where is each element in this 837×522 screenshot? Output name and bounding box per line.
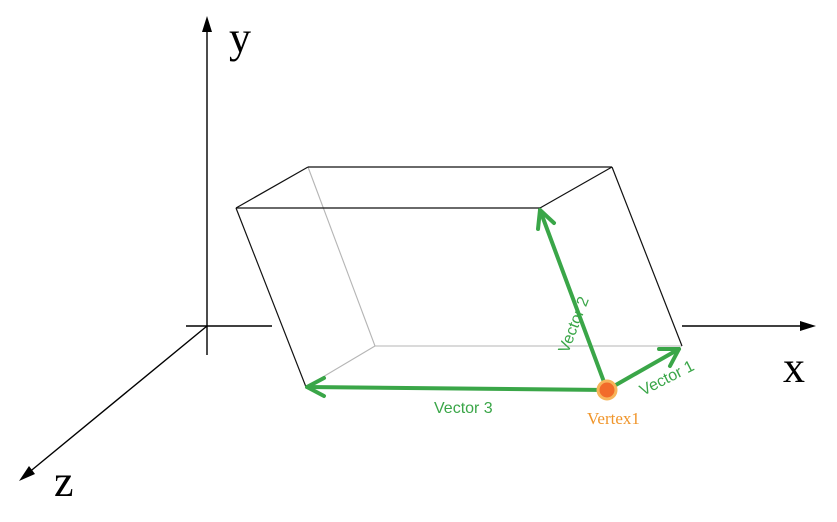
edge-top-right-depth <box>539 166 613 209</box>
vector-2-line <box>538 208 609 392</box>
y-axis-label: y <box>229 13 251 62</box>
edge-top-left-depth <box>235 166 309 209</box>
z-axis-label: z <box>54 457 74 506</box>
z-axis-arrowhead <box>19 466 35 481</box>
parallelepiped-box <box>235 166 683 388</box>
edge-left-front-vertical <box>235 207 307 388</box>
vertex-1-label: Vertex1 <box>587 409 640 428</box>
vector-3-label: Vector 3 <box>434 400 493 417</box>
z-axis-line <box>26 325 208 475</box>
vector-3-line <box>305 385 609 392</box>
vector-2-arrowhead <box>536 208 556 231</box>
vector-1-arrowhead <box>657 347 681 368</box>
vertex-1: Vertex1 <box>587 379 640 428</box>
x-axis-arrowhead <box>800 321 816 331</box>
x-axis-label: x <box>783 343 805 392</box>
vertex-1-dot <box>596 379 618 401</box>
vectors: Vector 1 Vector 2 Vector 3 <box>305 208 697 417</box>
edge-right-back-vertical <box>611 166 683 347</box>
coordinate-axes: y x z <box>19 13 816 506</box>
vector-1-label: Vector 1 <box>637 358 697 400</box>
y-axis-arrowhead <box>202 16 212 32</box>
hidden-edge-back-vertical <box>307 166 376 347</box>
vector-3-arrowhead <box>305 376 326 398</box>
vector-1-line <box>605 347 681 392</box>
